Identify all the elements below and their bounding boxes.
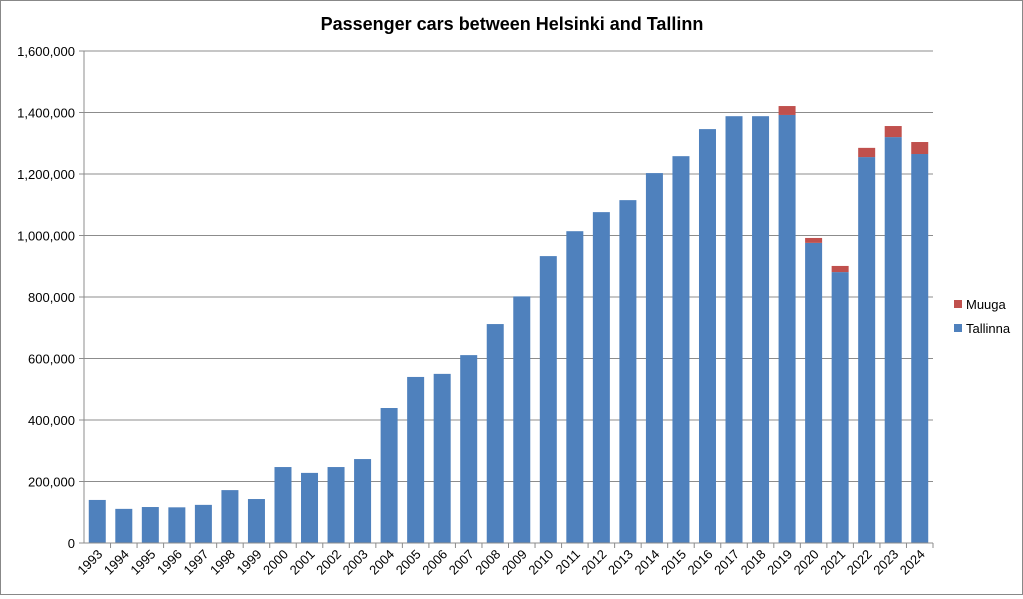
- bar-tallinna-2024: [911, 154, 929, 543]
- x-tick-label: 1993: [74, 547, 105, 578]
- bar-tallinna-2022: [858, 157, 876, 543]
- bar-tallinna-1995: [141, 507, 159, 543]
- bar-muuga-2019: [778, 106, 796, 115]
- bar-muuga-2022: [858, 147, 876, 158]
- bar-tallinna-2004: [380, 408, 398, 543]
- bar-tallinna-2007: [460, 355, 478, 543]
- x-tick-label: 2012: [578, 547, 609, 578]
- bar-tallinna-1999: [247, 499, 265, 543]
- bar-tallinna-2005: [407, 376, 425, 543]
- bar-tallinna-2001: [301, 472, 319, 543]
- x-tick-label: 2023: [870, 547, 901, 578]
- x-tick-label: 2005: [393, 547, 424, 578]
- bar-muuga-2023: [884, 126, 902, 138]
- bar-tallinna-2013: [619, 200, 637, 543]
- bar-tallinna-2010: [539, 256, 557, 543]
- x-tick-label: 2003: [340, 547, 371, 578]
- legend-label-tallinna: Tallinna: [966, 321, 1011, 336]
- y-tick-label: 1,000,000: [17, 229, 75, 244]
- bar-tallinna-2018: [752, 116, 770, 543]
- bar-tallinna-2009: [513, 296, 531, 543]
- x-tick-label: 1998: [207, 547, 238, 578]
- x-tick-label: 2021: [817, 547, 848, 578]
- y-tick-label: 1,400,000: [17, 106, 75, 121]
- x-tick-label: 1997: [180, 547, 211, 578]
- x-tick-label: 1995: [127, 547, 158, 578]
- x-tick-label: 2019: [764, 547, 795, 578]
- bar-tallinna-2008: [486, 324, 504, 543]
- x-tick-label: 2011: [553, 547, 583, 577]
- bar-tallinna-2016: [698, 129, 716, 544]
- bar-tallinna-2006: [433, 373, 451, 543]
- bar-tallinna-2011: [566, 231, 584, 543]
- x-tick-label: 2004: [366, 547, 397, 578]
- x-tick-label: 1996: [154, 547, 185, 578]
- bar-tallinna-2002: [327, 467, 345, 543]
- x-tick-label: 2020: [791, 547, 822, 578]
- legend-swatch-tallinna: [954, 324, 962, 332]
- bar-tallinna-1996: [168, 507, 186, 543]
- x-tick-label: 2008: [472, 547, 503, 578]
- y-tick-label: 1,200,000: [17, 167, 75, 182]
- x-tick-label: 2000: [260, 547, 291, 578]
- x-tick-label: 2016: [685, 547, 716, 578]
- bar-muuga-2020: [805, 237, 823, 243]
- x-tick-label: 2022: [844, 547, 875, 578]
- y-tick-label: 1,600,000: [17, 44, 75, 59]
- x-tick-label: 2009: [499, 547, 530, 578]
- x-tick-label: 1999: [234, 547, 265, 578]
- x-tick-label: 2007: [446, 547, 477, 578]
- bar-tallinna-1994: [115, 508, 133, 543]
- bar-tallinna-2012: [592, 212, 610, 543]
- y-tick-label: 200,000: [28, 475, 75, 490]
- x-tick-label: 2001: [287, 547, 318, 578]
- x-tick-label: 2006: [419, 547, 450, 578]
- x-tick-label: 2013: [605, 547, 636, 578]
- x-tick-label: 1994: [101, 547, 132, 578]
- x-tick-label: 2017: [711, 547, 742, 578]
- bar-tallinna-2019: [778, 114, 796, 544]
- x-tick-label: 2024: [897, 547, 928, 578]
- x-tick-label: 2014: [631, 547, 662, 578]
- bar-tallinna-1997: [194, 504, 212, 543]
- bar-tallinna-2014: [645, 173, 663, 543]
- y-tick-label: 600,000: [28, 352, 75, 367]
- bar-tallinna-2003: [354, 459, 372, 543]
- y-tick-label: 0: [68, 536, 75, 551]
- x-tick-label: 2018: [738, 547, 769, 578]
- bar-tallinna-1998: [221, 490, 239, 543]
- legend-swatch-muuga: [954, 300, 962, 308]
- x-tick-label: 2002: [313, 547, 344, 578]
- chart-title: Passenger cars between Helsinki and Tall…: [321, 14, 704, 34]
- bar-tallinna-2015: [672, 156, 690, 544]
- bar-tallinna-2021: [831, 272, 849, 543]
- bar-tallinna-2000: [274, 467, 292, 543]
- y-tick-label: 400,000: [28, 413, 75, 428]
- legend-label-muuga: Muuga: [966, 297, 1007, 312]
- bar-tallinna-2017: [725, 116, 743, 543]
- bar-muuga-2021: [831, 265, 849, 273]
- bar-tallinna-2020: [805, 242, 823, 543]
- bar-tallinna-1993: [88, 499, 106, 543]
- bar-tallinna-2023: [884, 137, 902, 543]
- y-tick-label: 800,000: [28, 290, 75, 305]
- bar-muuga-2024: [911, 142, 929, 155]
- x-tick-label: 2010: [525, 547, 556, 578]
- x-tick-label: 2015: [658, 547, 689, 578]
